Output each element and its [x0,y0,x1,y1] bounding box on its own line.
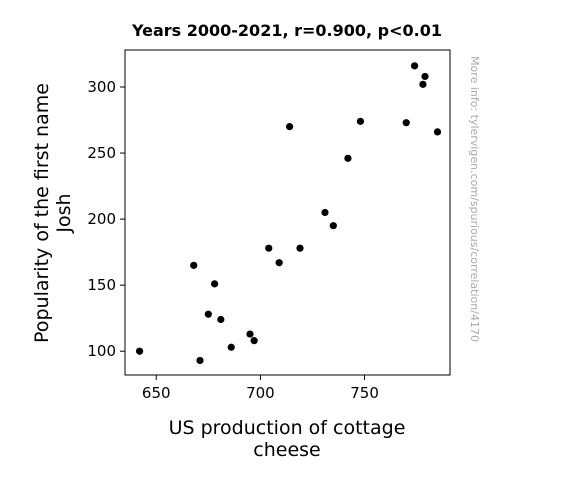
y-tick-label: 250 [87,144,116,162]
data-point [196,356,204,365]
x-tick-label: 700 [246,384,275,402]
data-point [419,80,427,88]
data-point [275,259,283,267]
data-point [250,337,258,345]
x-tick-label: 650 [142,384,171,402]
data-point [135,347,144,355]
data-point [433,128,442,136]
data-point [356,117,365,125]
chart-title: Years 2000-2021, r=0.900, p<0.01 [131,21,442,40]
data-point [329,222,337,230]
data-point [190,261,198,269]
y-axis: 100 150 200 250 300 [87,78,125,360]
data-point [265,244,273,252]
y-tick-label: 300 [87,78,116,96]
y-tick-label: 200 [87,210,116,228]
x-axis-label-line-1: US production of cottage [169,417,406,439]
x-tick-label: 750 [350,384,379,402]
data-point [321,208,329,217]
x-axis: 650 700 750 [142,375,379,402]
data-point [210,280,219,288]
plot-area-frame [124,49,451,376]
y-tick-label: 150 [87,276,116,294]
data-point [296,244,304,252]
data-point [344,154,352,162]
y-axis-label-line-1: Popularity of the first name [31,83,53,343]
data-point [421,72,429,81]
y-tick-label: 100 [87,342,116,360]
data-point [217,315,225,324]
data-points [135,62,442,365]
data-point [246,330,254,338]
data-point [227,343,235,351]
data-point [204,310,212,318]
source-note: More info: tylervigen.com/spurious/corre… [468,56,481,342]
data-point [402,119,410,127]
y-axis-label-line-2: Josh [53,193,75,233]
data-point [285,123,294,131]
data-point [410,62,419,70]
x-axis-label-line-2: cheese [253,439,320,461]
